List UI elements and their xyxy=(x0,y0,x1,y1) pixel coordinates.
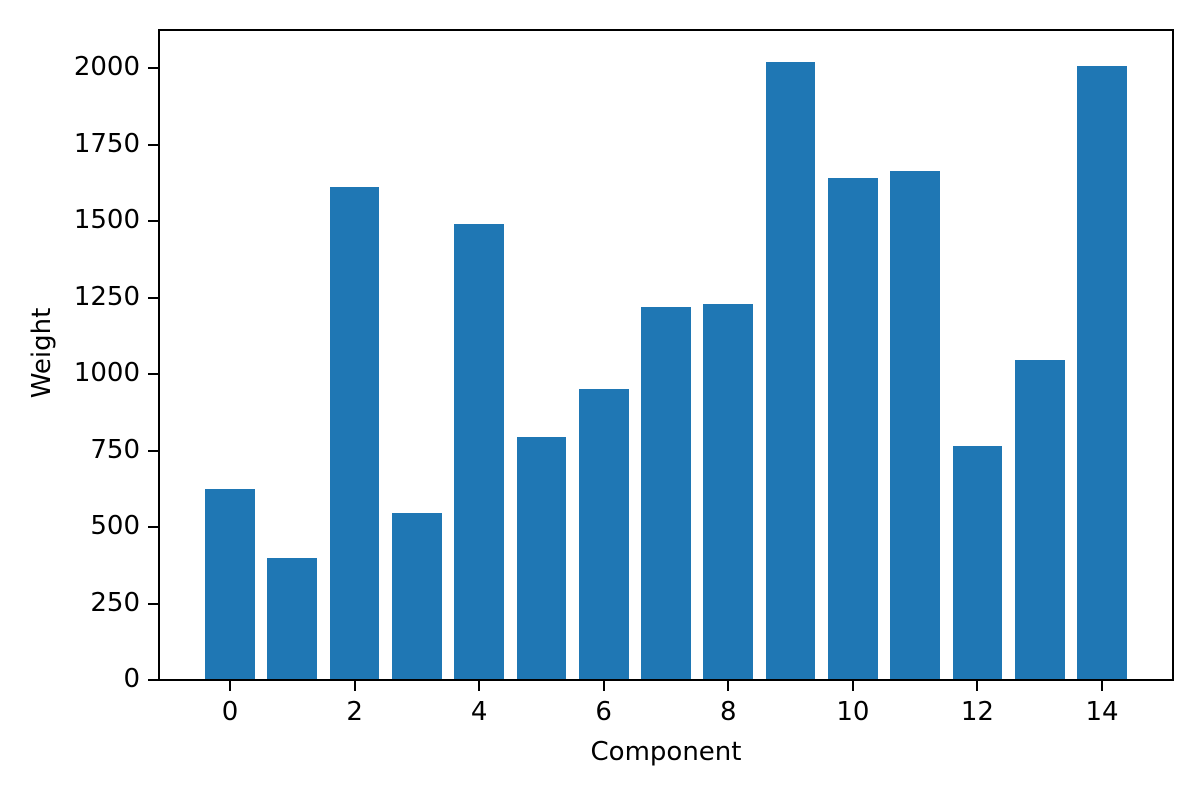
y-tick-label-500: 500 xyxy=(90,511,140,542)
x-tick-mark-6 xyxy=(602,681,605,691)
bar-component-3 xyxy=(391,513,442,680)
bottom-spine xyxy=(158,679,1174,681)
y-tick-mark-250 xyxy=(148,602,158,605)
right-spine xyxy=(1172,29,1174,681)
bar-component-8 xyxy=(703,303,754,680)
y-tick-mark-750 xyxy=(148,449,158,452)
top-spine xyxy=(158,29,1174,31)
x-tick-mark-12 xyxy=(976,681,979,691)
x-tick-label-10: 10 xyxy=(836,697,870,727)
bar-component-1 xyxy=(267,557,318,680)
left-spine xyxy=(158,29,160,681)
bar-component-11 xyxy=(890,170,940,680)
x-tick-label-12: 12 xyxy=(960,697,994,727)
bar-component-2 xyxy=(329,187,380,680)
x-tick-mark-4 xyxy=(478,681,481,691)
bar-component-5 xyxy=(516,436,567,680)
y-tick-label-1250: 1250 xyxy=(73,281,140,312)
y-tick-label-0: 0 xyxy=(123,664,140,695)
x-tick-mark-8 xyxy=(727,681,730,691)
x-tick-label-6: 6 xyxy=(595,697,612,727)
y-tick-label-750: 750 xyxy=(90,434,140,465)
y-tick-mark-0 xyxy=(148,679,158,681)
bar-component-12 xyxy=(952,445,1003,680)
x-tick-mark-0 xyxy=(229,681,231,691)
bar-component-6 xyxy=(578,389,629,680)
y-tick-label-1000: 1000 xyxy=(73,358,140,389)
bar-component-7 xyxy=(641,306,691,680)
x-tick-label-4: 4 xyxy=(470,697,488,727)
y-tick-mark-1750 xyxy=(148,143,158,146)
x-tick-label-14: 14 xyxy=(1085,697,1119,727)
y-axis-label: Weight xyxy=(27,307,58,399)
y-tick-mark-1500 xyxy=(148,220,158,222)
x-tick-mark-10 xyxy=(851,681,854,691)
x-tick-mark-2 xyxy=(353,681,356,691)
bar-component-4 xyxy=(454,224,504,680)
y-tick-label-1500: 1500 xyxy=(73,205,140,236)
bar-component-0 xyxy=(205,488,255,680)
y-tick-mark-1250 xyxy=(148,296,158,299)
bar-component-10 xyxy=(827,178,878,680)
y-tick-label-250: 250 xyxy=(90,587,140,618)
y-tick-label-2000: 2000 xyxy=(73,51,140,82)
plot-area: 0 2 4 6 8 10 12 14 0 250 500 750 1000 1250 1500 1750 200… xyxy=(74,29,1174,727)
bar-component-14 xyxy=(1077,66,1127,680)
x-axis-label: Component xyxy=(590,737,742,767)
x-tick-label-0: 0 xyxy=(221,697,239,727)
y-tick-label-1750: 1750 xyxy=(73,128,140,159)
x-tick-label-2: 2 xyxy=(346,697,363,727)
y-tick-mark-2000 xyxy=(148,66,158,69)
x-tick-mark-14 xyxy=(1101,681,1103,691)
bar-component-13 xyxy=(1014,360,1065,680)
bar-component-9 xyxy=(765,61,816,680)
x-tick-label-8: 8 xyxy=(720,697,737,727)
y-tick-mark-500 xyxy=(148,526,158,528)
y-tick-mark-1000 xyxy=(148,373,158,375)
